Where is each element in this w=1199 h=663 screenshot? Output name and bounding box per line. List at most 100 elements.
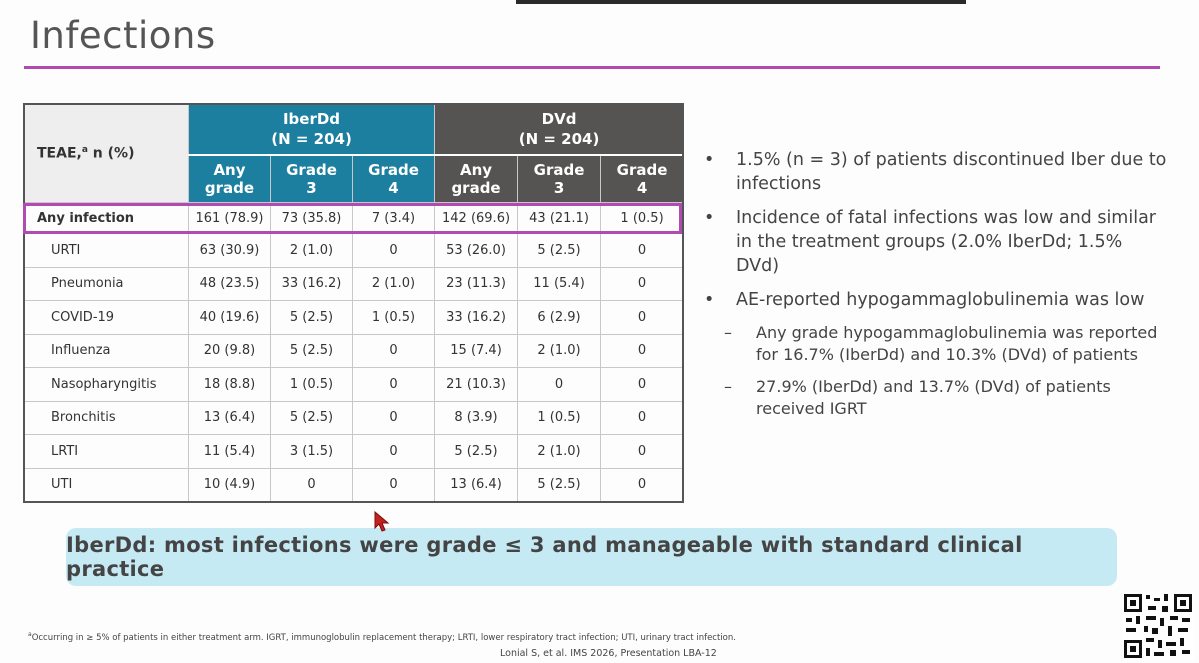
table-cell: 0 xyxy=(600,434,685,469)
table-cell: 2 (1.0) xyxy=(517,333,602,368)
group-name: DVd xyxy=(541,110,577,129)
table-cell: 5 (2.5) xyxy=(517,233,602,268)
table-row: LRTI 11 (5.4) 3 (1.5) 0 5 (2.5) 2 (1.0) 0 xyxy=(24,434,685,469)
subheader-line: Grade xyxy=(616,160,668,179)
table-row-any-infection: Any infection 161 (78.9) 73 (35.8) 7 (3.… xyxy=(24,202,685,234)
table-cell: 63 (30.9) xyxy=(188,233,271,268)
subheader-line: Any xyxy=(459,160,493,179)
subheader-line: Grade xyxy=(286,160,337,179)
table-cell: 48 (23.5) xyxy=(188,266,271,301)
bullet-text: AE-reported hypogammaglobulinemia was lo… xyxy=(736,290,1145,310)
table-body: URTI 63 (30.9) 2 (1.0) 0 53 (26.0) 5 (2.5) 0 Pn… xyxy=(24,233,685,502)
table-cell: 10 (4.9) xyxy=(188,467,271,502)
table-cell: 21 (10.3) xyxy=(434,367,519,402)
table-cell: 2 (1.0) xyxy=(517,434,602,469)
table-cell: 0 xyxy=(600,400,685,435)
subheader-line: grade xyxy=(451,178,501,197)
subheader-dvd-g4: Grade 4 xyxy=(600,153,685,203)
table-cell: 13 (6.4) xyxy=(188,400,271,435)
teae-header-sup: a xyxy=(81,145,88,156)
table-cell: 33 (16.2) xyxy=(434,300,519,335)
table-cell: 8 (3.9) xyxy=(434,400,519,435)
page-title: Infections xyxy=(30,14,216,57)
teae-header-label: TEAE, xyxy=(37,145,82,162)
dash-marker-icon: – xyxy=(724,323,732,342)
bullet-marker-icon: • xyxy=(704,290,715,310)
mouse-pointer-icon xyxy=(374,511,390,532)
row-label: Influenza xyxy=(24,333,189,368)
group-header-dvd: DVd (N = 204) xyxy=(434,104,685,155)
subheader-iber-any: Any grade xyxy=(188,153,271,203)
citation: Lonial S, et al. IMS 2026, Presentation … xyxy=(500,648,717,659)
subheader-line: 4 xyxy=(636,178,648,197)
group-n: (N = 204) xyxy=(271,130,352,149)
bullet-text: Any grade hypogammaglobulinemia was repo… xyxy=(756,323,1158,364)
table-cell: 1 (0.5) xyxy=(517,400,602,435)
bullet-marker-icon: • xyxy=(704,150,715,170)
row-label: COVID-19 xyxy=(24,300,189,335)
table-cell: 2 (1.0) xyxy=(351,266,436,301)
subheader-line: 3 xyxy=(553,178,565,197)
teae-header-tail: n (%) xyxy=(87,145,135,162)
table-cell: 11 (5.4) xyxy=(517,266,602,301)
table-cell: 1 (0.5) xyxy=(351,300,436,335)
bullet-marker-icon: • xyxy=(704,208,715,228)
table-cell: 0 xyxy=(600,467,685,502)
subheader-dvd-any: Any grade xyxy=(434,153,519,203)
table-cell: 6 (2.9) xyxy=(517,300,602,335)
table-cell: 1 (0.5) xyxy=(600,202,685,234)
row-label: Nasopharyngitis xyxy=(24,367,189,402)
table-cell: 0 xyxy=(351,467,436,502)
subheader-line: Grade xyxy=(368,160,419,179)
bullet-item: • Incidence of fatal infections was low a… xyxy=(700,206,1170,278)
table-cell: 0 xyxy=(600,266,685,301)
bullet-item: • 1.5% (n = 3) of patients discontinued I… xyxy=(700,148,1170,196)
table-cell: 13 (6.4) xyxy=(434,467,519,502)
table-cell: 5 (2.5) xyxy=(270,300,353,335)
table-cell: 73 (35.8) xyxy=(270,202,353,234)
footnote-sup: a xyxy=(28,631,32,638)
subheader-iber-g3: Grade 3 xyxy=(270,153,353,203)
table-cell: 142 (69.6) xyxy=(434,202,519,234)
sub-bullet-item: – Any grade hypogammaglobulinemia was rep… xyxy=(700,322,1170,366)
table-cell: 161 (78.9) xyxy=(188,202,271,234)
bullet-text: 1.5% (n = 3) of patients discontinued Ib… xyxy=(736,150,1167,194)
table-cell: 33 (16.2) xyxy=(270,266,353,301)
table-row: Influenza 20 (9.8) 5 (2.5) 0 15 (7.4) 2 (1.0)… xyxy=(24,333,685,368)
qr-code-icon[interactable] xyxy=(1122,592,1194,660)
table-cell: 0 xyxy=(270,467,353,502)
table-cell: 40 (19.6) xyxy=(188,300,271,335)
row-label: Pneumonia xyxy=(24,266,189,301)
table-cell: 7 (3.4) xyxy=(351,202,436,234)
table-cell: 0 xyxy=(351,333,436,368)
top-window-strip xyxy=(516,0,966,4)
bullet-item: • AE-reported hypogammaglobulinemia was l… xyxy=(700,288,1170,312)
table-cell: 5 (2.5) xyxy=(270,333,353,368)
table-row: Bronchitis 13 (6.4) 5 (2.5) 0 8 (3.9) 1 (0.5)… xyxy=(24,400,685,435)
table-cell: 0 xyxy=(600,333,685,368)
table-row: UTI 10 (4.9) 0 0 13 (6.4) 5 (2.5) 0 xyxy=(24,467,685,502)
sub-bullet-item: – 27.9% (IberDd) and 13.7% (DVd) of patie… xyxy=(700,376,1170,420)
bullet-list: • 1.5% (n = 3) of patients discontinued I… xyxy=(700,148,1170,430)
subheader-iber-g4: Grade 4 xyxy=(351,153,436,203)
subheader-line: Grade xyxy=(533,160,585,179)
row-label: LRTI xyxy=(24,434,189,469)
key-message-callout: IberDd: most infections were grade ≤ 3 a… xyxy=(66,528,1117,586)
table-cell: 0 xyxy=(351,233,436,268)
title-divider xyxy=(24,66,1160,69)
row-label: Any infection xyxy=(24,202,189,234)
table-cell: 5 (2.5) xyxy=(270,400,353,435)
table-cell: 0 xyxy=(600,300,685,335)
table-cell: 20 (9.8) xyxy=(188,333,271,368)
table-cell: 0 xyxy=(351,367,436,402)
table-cell: 2 (1.0) xyxy=(270,233,353,268)
subheader-line: grade xyxy=(204,178,255,197)
group-name: IberDd xyxy=(282,110,341,129)
row-label: URTI xyxy=(24,233,189,268)
row-label: Bronchitis xyxy=(24,400,189,435)
table-cell: 0 xyxy=(600,367,685,402)
table-cell: 18 (8.8) xyxy=(188,367,271,402)
table-cell: 5 (2.5) xyxy=(517,467,602,502)
table-cell: 1 (0.5) xyxy=(270,367,353,402)
table-cell: 3 (1.5) xyxy=(270,434,353,469)
